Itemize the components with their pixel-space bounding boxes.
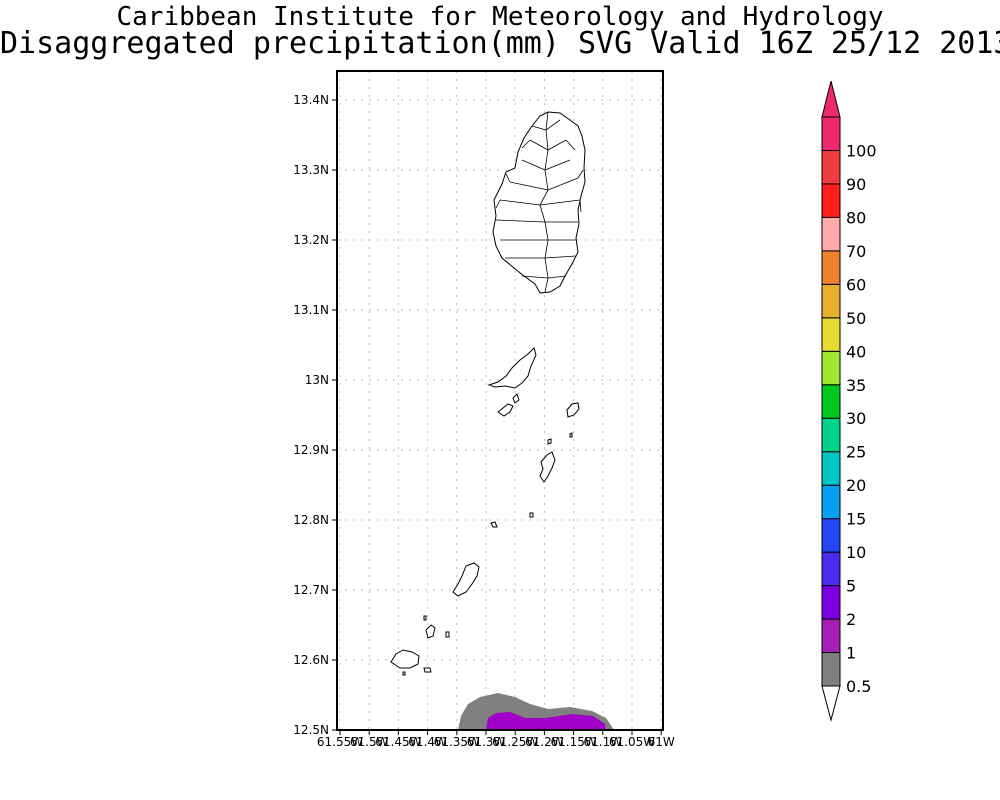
lat-tick-label: 13N — [305, 373, 329, 387]
lon-tick-label: 61.1W — [584, 735, 623, 749]
colorbar-label: 1 — [846, 644, 856, 663]
watershed-lines — [495, 111, 584, 293]
lon-tick-label: 61.05W — [609, 735, 655, 749]
colorbar-min-arrow — [821, 685, 841, 722]
colorbar-label: 30 — [846, 409, 866, 428]
lat-tick-label: 13.4N — [293, 93, 329, 107]
colorbar-label: 2 — [846, 610, 856, 629]
colorbar-segment — [821, 518, 841, 553]
lat-tick-label: 12.9N — [293, 443, 329, 457]
colorbar-segment — [821, 216, 841, 252]
lon-tick-label: 61.55W — [317, 735, 363, 749]
lon-tick-label: 61.45W — [375, 735, 421, 749]
colorbar-label: 80 — [846, 208, 866, 227]
colorbar-label: 40 — [846, 342, 866, 361]
colorbar-segment — [821, 183, 841, 218]
st-vincent-island — [492, 111, 586, 294]
colorbar-segment — [821, 283, 841, 319]
lon-tick-label: 61.2W — [525, 735, 564, 749]
lat-tick-label: 12.5N — [293, 723, 329, 737]
colorbar-label: 15 — [846, 510, 866, 529]
colorbar-label: 35 — [846, 376, 866, 395]
lat-tick-label: 13.3N — [293, 163, 329, 177]
colorbar-segment — [821, 250, 841, 285]
colorbar-segment — [821, 116, 841, 151]
colorbar-label: 10 — [846, 543, 866, 562]
lat-tick-label: 12.6N — [293, 653, 329, 667]
map-frame — [336, 70, 664, 731]
lon-tick-label: 61.5W — [350, 735, 389, 749]
colorbar-label: 60 — [846, 275, 866, 294]
colorbar-segment — [821, 417, 841, 453]
colorbar-segment — [821, 384, 841, 419]
colorbar-label: 70 — [846, 242, 866, 261]
colorbar-segment — [821, 149, 841, 185]
title-line-1: Caribbean Institute for Meteorology and … — [116, 2, 884, 32]
colorbar-label: 50 — [846, 309, 866, 328]
lat-tick-label: 12.7N — [293, 583, 329, 597]
colorbar-segment — [821, 618, 841, 654]
colorbar-label: 25 — [846, 443, 866, 462]
colorbar-segment — [821, 451, 841, 486]
colorbar-segment — [821, 551, 841, 587]
colorbar-label: 5 — [846, 577, 856, 596]
colorbar-segment — [821, 317, 841, 352]
colorbar-segment — [821, 350, 841, 386]
colorbar-segment — [821, 652, 841, 687]
lat-tick-label: 13.2N — [293, 233, 329, 247]
precip-area-heavy — [486, 712, 606, 730]
colorbar-max-arrow — [821, 80, 841, 118]
longitude-axis: 61.55W61.5W61.45W61.4W61.35W61.3W61.25W6… — [317, 730, 675, 749]
lon-tick-label: 61.15W — [550, 735, 596, 749]
lon-tick-label: 61W — [648, 735, 675, 749]
latitude-axis: 13.4N 13.3N 13.2N 13.1N 13N 12.9N 12.8N 12.7N 12… — [293, 93, 337, 737]
lat-tick-label: 12.8N — [293, 513, 329, 527]
lon-tick-label: 61.35W — [434, 735, 480, 749]
lon-tick-label: 61.25W — [492, 735, 538, 749]
colorbar-label: 0.5 — [846, 677, 871, 696]
colorbar-segment — [821, 484, 841, 520]
lon-tick-label: 61.4W — [408, 735, 447, 749]
grenadines-islands — [390, 347, 580, 676]
lat-tick-label: 13.1N — [293, 303, 329, 317]
grid-lines — [337, 71, 663, 730]
colorbar-label: 100 — [846, 141, 877, 160]
title-line-2: Disaggregated precipitation(mm) SVG Vali… — [0, 26, 1000, 61]
lon-tick-label: 61.3W — [467, 735, 506, 749]
colorbar-segment — [821, 585, 841, 620]
colorbar-label: 20 — [846, 476, 866, 495]
colorbar-label: 90 — [846, 175, 866, 194]
